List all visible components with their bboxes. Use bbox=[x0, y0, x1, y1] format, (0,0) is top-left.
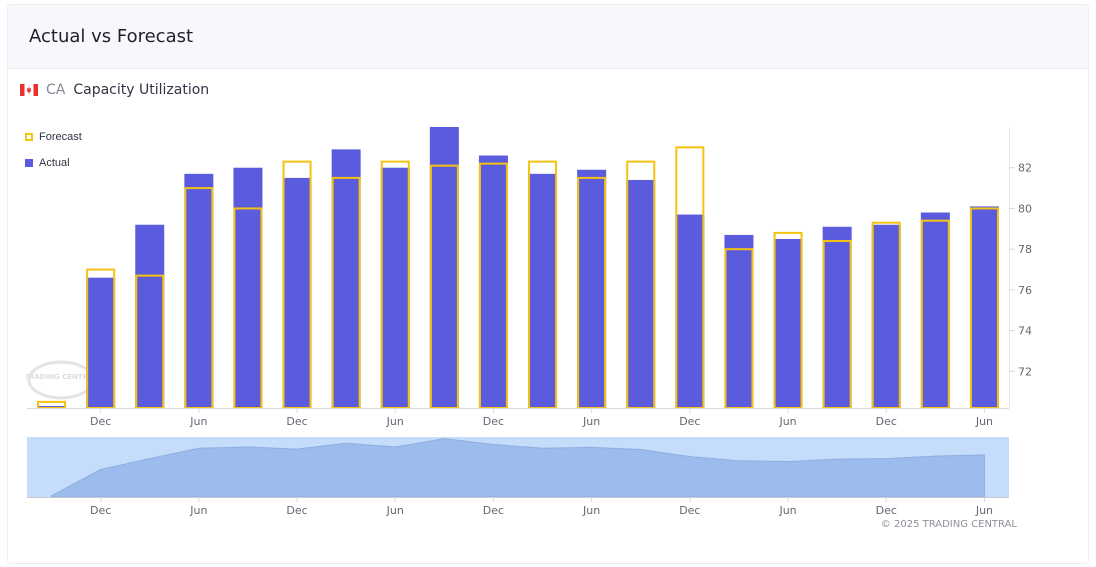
indicator-subtitle: CA Capacity Utilization bbox=[20, 82, 209, 98]
actual-swatch bbox=[25, 159, 33, 167]
watermark-text: TRADING CENTRAL bbox=[26, 373, 96, 381]
chart-legend: Forecast Actual bbox=[25, 130, 82, 182]
trading-central-watermark: TRADING CENTRAL bbox=[26, 360, 96, 400]
country-code: CA bbox=[46, 82, 66, 98]
copyright-text: © 2025 TRADING CENTRAL bbox=[880, 519, 1017, 530]
canada-flag-icon bbox=[20, 84, 38, 96]
forecast-swatch bbox=[25, 133, 33, 141]
legend-forecast-label: Forecast bbox=[39, 131, 82, 143]
card-title: Actual vs Forecast bbox=[29, 26, 194, 47]
legend-item-actual[interactable]: Actual bbox=[25, 156, 82, 170]
legend-item-forecast[interactable]: Forecast bbox=[25, 130, 82, 144]
legend-actual-label: Actual bbox=[39, 157, 70, 169]
card-header: Actual vs Forecast bbox=[8, 5, 1088, 69]
indicator-name: Capacity Utilization bbox=[73, 82, 210, 98]
